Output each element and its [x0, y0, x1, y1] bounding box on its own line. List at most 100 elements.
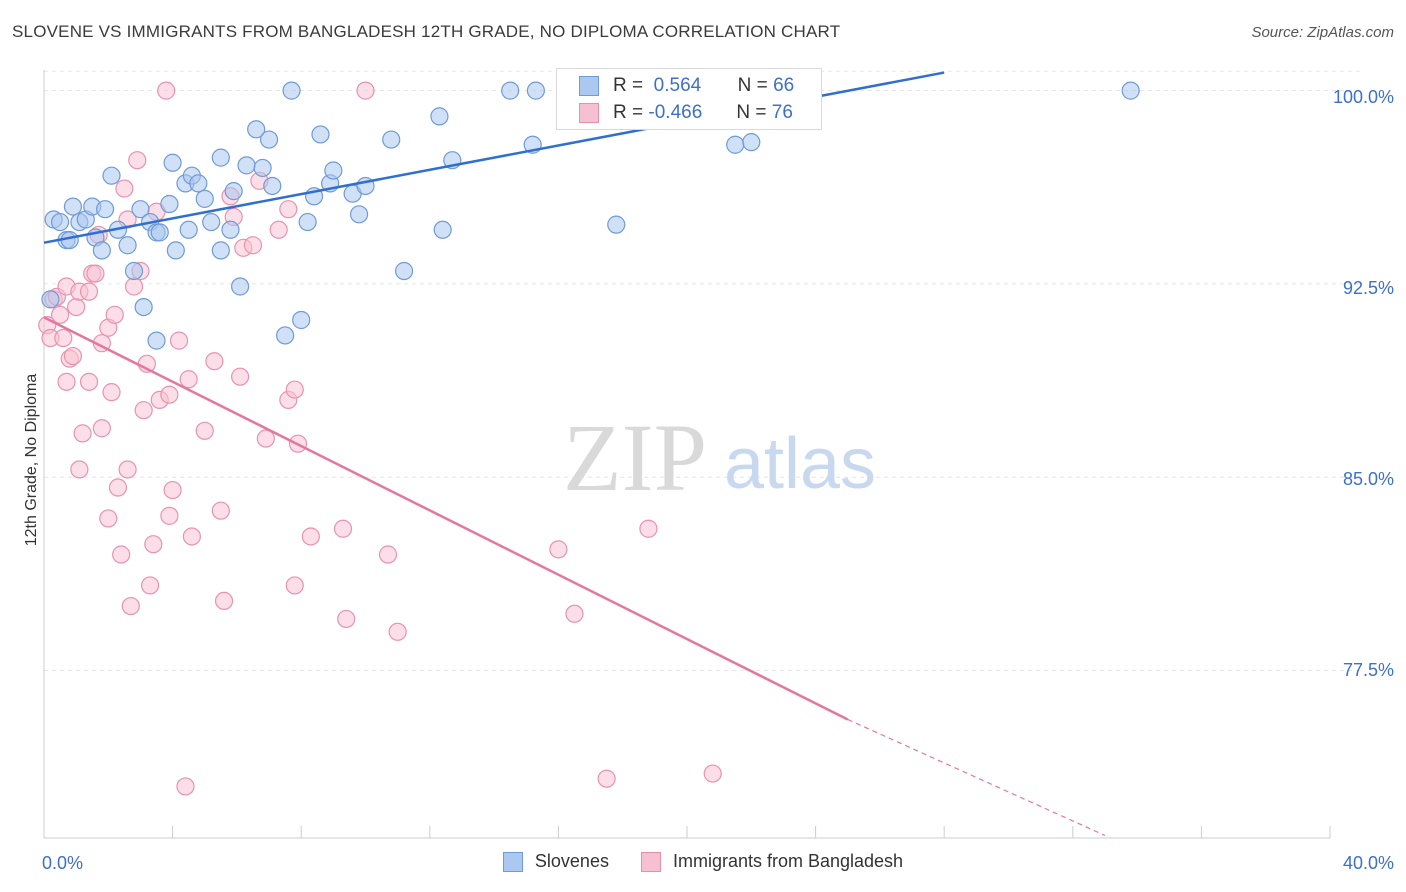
watermark-zip: ZIP: [563, 404, 707, 511]
data-point: [157, 81, 176, 100]
data-point: [63, 346, 83, 366]
data-point: [131, 200, 150, 219]
axes: [43, 70, 1331, 839]
data-point: [99, 509, 118, 528]
data-point: [195, 421, 214, 440]
data-point: [301, 527, 320, 546]
legend-swatch-blue: [579, 76, 599, 96]
legend-label: Slovenes: [534, 851, 609, 871]
y-tick-label: 77.5%: [1342, 660, 1394, 680]
data-point: [703, 764, 722, 783]
r-label: R =: [613, 75, 644, 96]
data-point: [433, 220, 452, 239]
data-point: [166, 241, 185, 260]
data-point: [128, 151, 147, 170]
data-point: [549, 540, 568, 559]
chart-title: SLOVENE VS IMMIGRANTS FROM BANGLADESH 12…: [12, 22, 841, 41]
data-point: [253, 158, 272, 178]
data-point: [388, 622, 407, 641]
data-point: [430, 107, 449, 126]
data-point: [211, 241, 230, 260]
data-point: [259, 130, 279, 149]
data-point: [189, 174, 208, 193]
data-point: [163, 153, 182, 172]
data-point: [105, 305, 124, 324]
legend-swatch-blue: [502, 851, 523, 872]
data-point: [214, 591, 234, 610]
data-point: [134, 298, 153, 317]
data-point: [95, 200, 115, 219]
legend-row-bangladesh: R = -0.466 N = 76: [579, 100, 793, 126]
data-point: [311, 125, 330, 144]
data-point: [269, 220, 288, 239]
data-point: [195, 189, 214, 208]
data-point: [176, 777, 195, 796]
data-point: [597, 769, 616, 788]
data-point: [394, 261, 414, 281]
data-point: [256, 429, 275, 448]
n-value: 66: [773, 75, 795, 96]
x-tick-label-max: 40.0%: [1342, 853, 1394, 873]
data-point: [742, 133, 761, 152]
data-point: [179, 370, 198, 389]
bangladesh-trend-line: [43, 316, 849, 721]
data-point: [57, 372, 76, 391]
data-point: [169, 331, 189, 350]
data-point: [282, 81, 301, 100]
legend-item-bangladesh[interactable]: Immigrants from Bangladesh: [640, 851, 904, 872]
legend-row-slovenes: R = 0.564 N = 66: [579, 73, 794, 99]
data-point: [102, 383, 121, 402]
data-point: [205, 352, 224, 371]
data-point: [276, 326, 295, 345]
data-point: [237, 156, 256, 175]
data-point: [118, 460, 137, 479]
data-point: [41, 290, 60, 309]
data-point: [144, 535, 163, 554]
data-point: [279, 200, 298, 219]
watermark: ZIP atlas: [563, 404, 876, 511]
source-label: Source: ZipAtlas.com: [1251, 24, 1394, 41]
data-point: [70, 460, 89, 479]
data-point: [211, 148, 230, 167]
data-point: [92, 241, 111, 260]
series-legend: Slovenes Immigrants from Bangladesh: [0, 851, 1406, 872]
data-point: [118, 236, 137, 255]
data-point: [115, 179, 134, 198]
data-point: [337, 609, 356, 629]
data-point: [292, 310, 311, 330]
n-value: 76: [771, 102, 793, 123]
data-point: [333, 519, 353, 538]
data-point: [211, 501, 230, 520]
r-value: -0.466: [648, 102, 703, 123]
data-point: [54, 328, 73, 348]
data-point: [526, 81, 545, 100]
legend-item-slovenes[interactable]: Slovenes: [502, 851, 609, 872]
data-point: [67, 298, 86, 317]
data-point: [243, 236, 263, 255]
data-point: [112, 545, 131, 564]
stats-legend: R = 0.564 N = 66 R = -0.466 N = 76: [556, 68, 822, 130]
r-value: 0.564: [653, 75, 702, 96]
watermark-atlas: atlas: [724, 424, 876, 504]
data-point: [349, 205, 369, 224]
data-point: [160, 506, 179, 525]
data-point: [147, 331, 166, 350]
data-point: [565, 604, 584, 623]
data-point: [79, 372, 99, 391]
data-point: [221, 220, 240, 239]
y-tick-label: 100.0%: [1332, 87, 1394, 107]
data-point: [378, 545, 398, 564]
data-point: [285, 576, 304, 595]
legend-swatch-pink: [640, 851, 661, 872]
data-point: [73, 424, 92, 443]
legend-label: Immigrants from Bangladesh: [672, 851, 904, 871]
data-point: [382, 130, 401, 149]
data-point: [50, 212, 70, 232]
bangladesh-trend-extension: [847, 718, 1106, 836]
data-point: [160, 194, 179, 214]
data-point: [124, 261, 144, 281]
data-point: [163, 480, 182, 500]
x-tick-label-min: 0.0%: [42, 853, 84, 873]
data-point: [1121, 81, 1140, 100]
y-tick-label: 92.5%: [1342, 278, 1394, 298]
